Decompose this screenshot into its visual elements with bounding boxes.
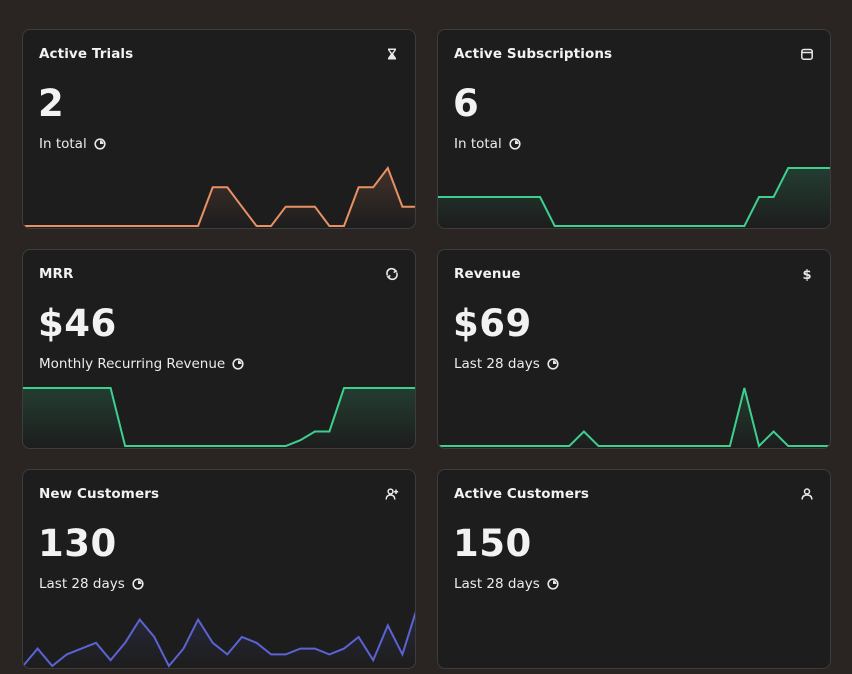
card-subtitle-text: In total — [39, 136, 87, 152]
card-new-customers[interactable]: New Customers 130 Last 28 days — [22, 469, 416, 669]
hourglass-icon — [385, 47, 399, 61]
sparkline-line — [23, 387, 415, 447]
calendar-icon — [800, 47, 814, 61]
sparkline — [438, 167, 830, 228]
user-icon — [800, 487, 814, 501]
sparkline — [23, 611, 415, 668]
sparkline — [438, 598, 831, 668]
card-subtitle: Last 28 days — [454, 356, 559, 372]
sparkline-line — [23, 611, 415, 668]
card-value: 2 — [38, 82, 65, 125]
card-subtitle-text: Monthly Recurring Revenue — [39, 356, 226, 372]
card-mrr[interactable]: MRR $46 Monthly Recurring Revenue — [22, 249, 416, 449]
card-subtitle: In total — [39, 136, 106, 152]
card-value: 6 — [453, 82, 480, 125]
card-subtitle-text: Last 28 days — [454, 356, 540, 372]
card-title: New Customers — [39, 486, 160, 502]
card-subtitle: Last 28 days — [454, 576, 559, 592]
card-value: $69 — [453, 302, 532, 345]
info-icon[interactable] — [547, 578, 559, 590]
card-subtitle-text: Last 28 days — [39, 576, 125, 592]
sparkline — [23, 387, 415, 448]
sparkline-area — [23, 614, 415, 668]
sparkline-line — [23, 165, 415, 227]
card-title: Active Trials — [39, 46, 134, 62]
info-icon[interactable] — [132, 578, 144, 590]
info-icon[interactable] — [509, 138, 521, 150]
info-icon[interactable] — [547, 358, 559, 370]
sparkline-line — [438, 387, 830, 448]
card-subtitle: In total — [454, 136, 521, 152]
info-icon[interactable] — [94, 138, 106, 150]
sparkline-line — [438, 167, 830, 227]
svg-text:$: $ — [802, 268, 811, 281]
card-subtitle-text: In total — [454, 136, 502, 152]
sparkline-area — [23, 168, 415, 228]
card-title: Active Customers — [454, 486, 589, 502]
sparkline — [438, 387, 830, 448]
sparkline-area — [23, 388, 415, 448]
card-value: 130 — [38, 522, 117, 565]
sparkline-area — [438, 168, 830, 228]
card-subtitle: Last 28 days — [39, 576, 144, 592]
card-title: MRR — [39, 266, 74, 282]
user-plus-icon — [385, 487, 399, 501]
info-icon[interactable] — [232, 358, 244, 370]
sparkline-area — [438, 388, 830, 448]
card-subtitle: Monthly Recurring Revenue — [39, 356, 244, 372]
card-active-subscriptions[interactable]: Active Subscriptions 6 In total — [437, 29, 831, 229]
card-value: 150 — [453, 522, 532, 565]
card-title: Revenue — [454, 266, 521, 282]
repeat-icon — [385, 267, 399, 281]
card-active-customers[interactable]: Active Customers 150 Last 28 days — [437, 469, 831, 669]
card-title: Active Subscriptions — [454, 46, 613, 62]
sparkline — [23, 165, 415, 228]
card-revenue[interactable]: Revenue $ $69 Last 28 days — [437, 249, 831, 449]
card-subtitle-text: Last 28 days — [454, 576, 540, 592]
card-active-trials[interactable]: Active Trials 2 In total — [22, 29, 416, 229]
card-value: $46 — [38, 302, 117, 345]
dollar-icon: $ — [800, 267, 814, 281]
